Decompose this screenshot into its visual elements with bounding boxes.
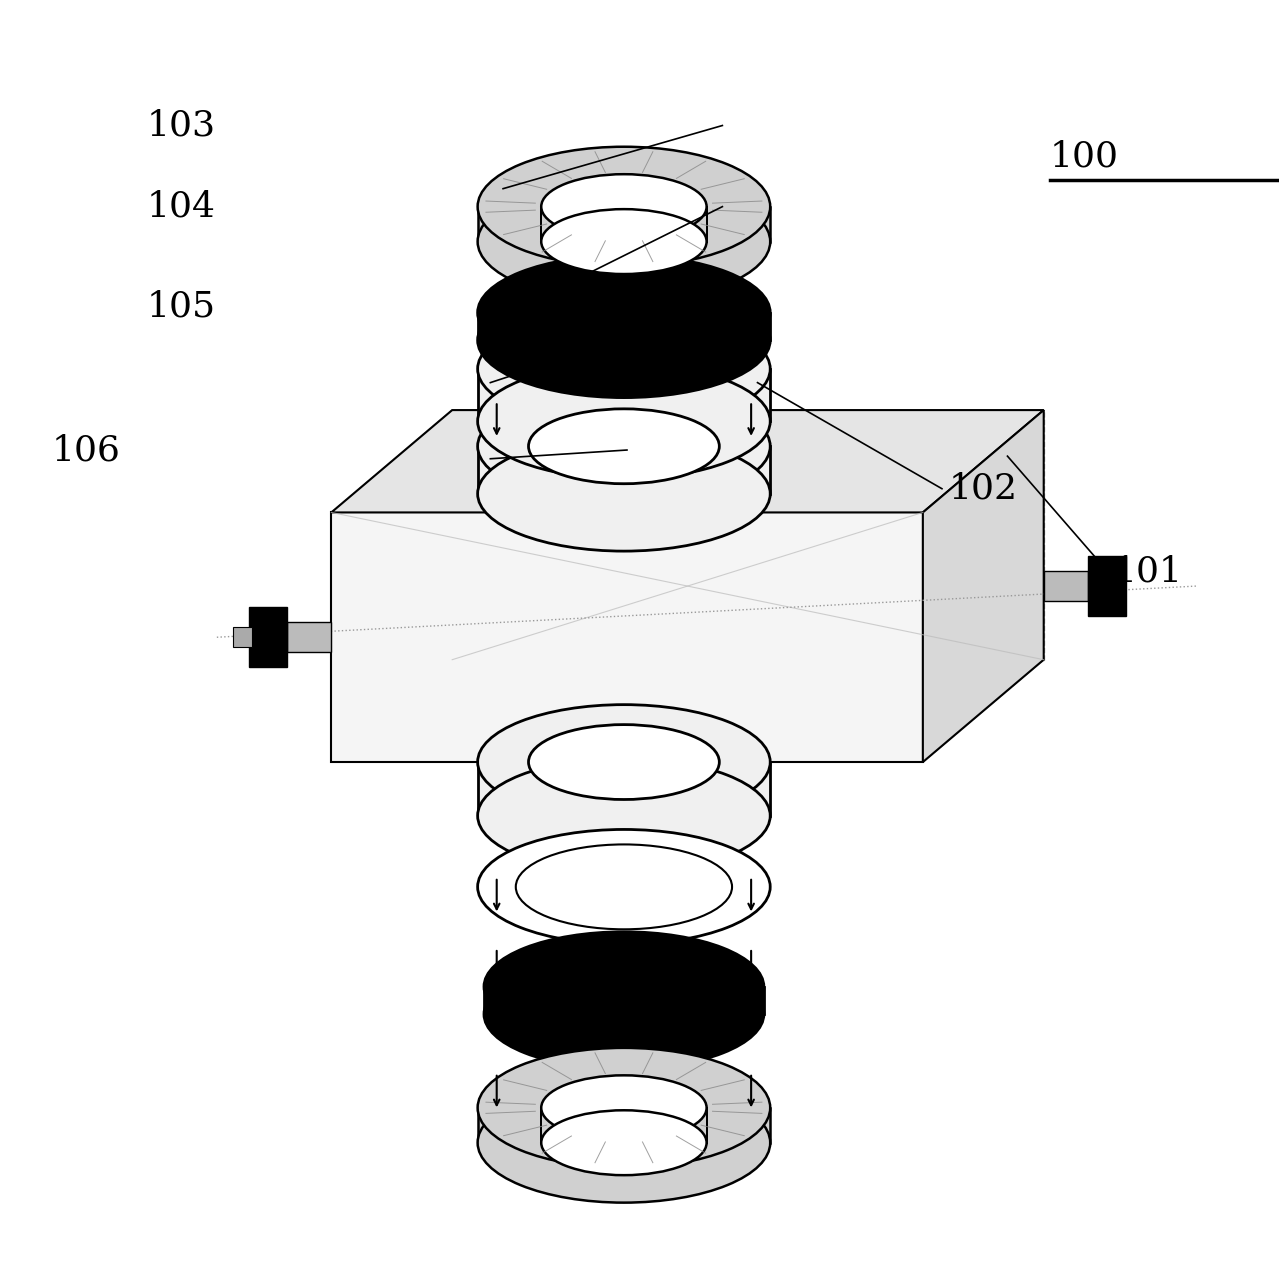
Ellipse shape [516, 844, 732, 929]
Ellipse shape [477, 704, 770, 819]
Ellipse shape [477, 255, 770, 370]
Bar [1088, 557, 1127, 616]
Text: 102: 102 [948, 472, 1017, 506]
Ellipse shape [477, 1047, 770, 1167]
Ellipse shape [541, 209, 706, 274]
Ellipse shape [477, 146, 770, 266]
Ellipse shape [477, 758, 770, 873]
Text: 104: 104 [147, 189, 216, 223]
Ellipse shape [477, 1083, 770, 1203]
Text: 105: 105 [147, 289, 216, 323]
Polygon shape [332, 410, 1044, 512]
Polygon shape [477, 369, 770, 422]
Bar [287, 622, 332, 652]
Ellipse shape [541, 174, 706, 239]
Ellipse shape [477, 182, 770, 302]
Bar [1044, 572, 1088, 601]
Ellipse shape [477, 363, 770, 478]
Polygon shape [332, 512, 923, 762]
Ellipse shape [477, 389, 770, 504]
Ellipse shape [477, 437, 770, 551]
Ellipse shape [484, 931, 764, 1041]
Bar [248, 607, 287, 668]
Polygon shape [477, 313, 770, 341]
Ellipse shape [541, 1111, 706, 1175]
Ellipse shape [477, 829, 770, 944]
Bar [233, 627, 252, 647]
Polygon shape [477, 1108, 770, 1142]
Text: 101: 101 [1114, 554, 1183, 588]
Ellipse shape [477, 312, 770, 427]
Ellipse shape [477, 283, 770, 398]
Ellipse shape [529, 409, 719, 483]
Text: 100: 100 [1051, 140, 1119, 174]
Polygon shape [477, 762, 770, 815]
Polygon shape [484, 987, 764, 1015]
Polygon shape [477, 207, 770, 241]
Text: 103: 103 [147, 109, 216, 143]
Polygon shape [477, 447, 770, 493]
Ellipse shape [484, 959, 764, 1069]
Ellipse shape [541, 1075, 706, 1141]
Polygon shape [923, 410, 1044, 762]
Text: 106: 106 [51, 433, 121, 467]
Ellipse shape [529, 724, 719, 800]
